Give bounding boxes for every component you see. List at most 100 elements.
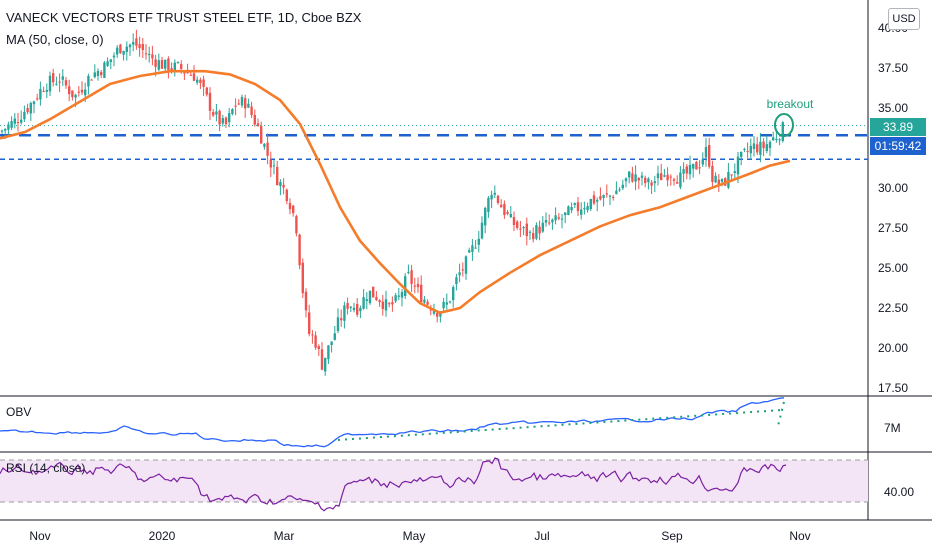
candle-body bbox=[416, 284, 420, 288]
candle-body bbox=[439, 311, 442, 317]
candle-body bbox=[704, 146, 708, 158]
candle-body bbox=[535, 225, 538, 239]
price-tick-label: 30.00 bbox=[878, 181, 908, 195]
candle-body bbox=[106, 61, 109, 66]
candle-body bbox=[464, 256, 468, 274]
candle-body bbox=[205, 87, 208, 95]
candle-body bbox=[736, 156, 740, 175]
symbol-title: VANECK VECTORS ETF TRUST STEEL ETF, 1D, … bbox=[6, 10, 362, 25]
candle-body bbox=[96, 70, 100, 76]
candle-body bbox=[679, 172, 682, 188]
candle-body bbox=[512, 217, 516, 226]
candle-body bbox=[455, 277, 458, 285]
candle-body bbox=[125, 46, 128, 52]
candle-body bbox=[391, 302, 394, 305]
candle-body bbox=[682, 169, 685, 174]
candle-body bbox=[458, 272, 461, 276]
candle-body bbox=[180, 64, 183, 69]
candle-body bbox=[752, 143, 756, 150]
candle-body bbox=[381, 301, 384, 309]
candle-body bbox=[157, 60, 160, 70]
candle-body bbox=[4, 128, 7, 131]
candle-body bbox=[218, 110, 221, 125]
rsi-band bbox=[0, 460, 868, 502]
candle-body bbox=[615, 190, 618, 195]
candle-body bbox=[653, 181, 656, 184]
candle-body bbox=[189, 74, 192, 76]
candle-body bbox=[199, 79, 202, 84]
candle-body bbox=[781, 122, 784, 142]
candle-body bbox=[36, 98, 39, 100]
candle-body bbox=[442, 301, 445, 309]
candle-body bbox=[503, 203, 506, 215]
candle-body bbox=[311, 334, 314, 336]
candle-body bbox=[340, 318, 343, 321]
candle-body bbox=[468, 250, 471, 253]
candle-body bbox=[378, 300, 381, 303]
candle-body bbox=[570, 207, 573, 211]
candle-body bbox=[240, 96, 244, 106]
candle-body bbox=[221, 118, 224, 124]
candle-body bbox=[426, 301, 429, 305]
candle-body bbox=[496, 195, 500, 203]
candle-body bbox=[666, 174, 669, 181]
candle-body bbox=[676, 182, 679, 184]
candle-body bbox=[720, 178, 724, 182]
obv-line bbox=[0, 397, 785, 448]
candle-body bbox=[112, 55, 116, 58]
candle-body bbox=[474, 247, 477, 249]
candle-body bbox=[448, 301, 452, 303]
candle-body bbox=[231, 109, 234, 115]
price-tick-label: 27.50 bbox=[878, 221, 908, 235]
candle-body bbox=[282, 184, 285, 188]
candle-body bbox=[519, 228, 522, 230]
candle-body bbox=[23, 111, 26, 120]
candle-body bbox=[452, 287, 455, 301]
candle-body bbox=[583, 208, 586, 210]
candle-body bbox=[490, 194, 493, 200]
candle-body bbox=[644, 177, 647, 184]
candle-body bbox=[58, 81, 61, 83]
candle-body bbox=[212, 112, 215, 116]
candle-body bbox=[624, 178, 628, 182]
candle-body bbox=[144, 53, 148, 55]
price-tick-label: 22.50 bbox=[878, 301, 908, 315]
candle-body bbox=[711, 165, 714, 183]
rsi-label: RSI (14, close) bbox=[6, 461, 86, 475]
candle-body bbox=[333, 333, 336, 340]
candle-body bbox=[743, 149, 746, 151]
candle-body bbox=[55, 83, 58, 85]
candle-body bbox=[26, 108, 29, 113]
candle-body bbox=[298, 234, 301, 266]
candle-body bbox=[90, 79, 93, 81]
candle-body bbox=[272, 165, 276, 167]
candle-body bbox=[167, 58, 170, 72]
obv-label: OBV bbox=[6, 405, 32, 419]
candle-body bbox=[628, 171, 631, 178]
candle-body bbox=[285, 189, 288, 202]
candle-body bbox=[202, 79, 205, 87]
last-price-badge: 33.89 bbox=[870, 118, 926, 136]
candle-body bbox=[173, 62, 176, 73]
candle-body bbox=[45, 89, 48, 92]
candle-body bbox=[87, 75, 90, 87]
candle-body bbox=[186, 72, 189, 74]
candle-body bbox=[618, 189, 621, 191]
candle-body bbox=[557, 217, 560, 219]
currency-button[interactable]: USD bbox=[888, 8, 920, 30]
candle-body bbox=[317, 346, 320, 349]
candle-body bbox=[346, 303, 349, 309]
candle-body bbox=[432, 310, 436, 314]
candle-body bbox=[576, 202, 580, 212]
candle-body bbox=[250, 106, 253, 116]
candle-body bbox=[84, 89, 87, 96]
candle-body bbox=[567, 206, 570, 216]
candle-body bbox=[61, 76, 64, 80]
candle-body bbox=[660, 173, 663, 181]
candle-body bbox=[208, 92, 212, 111]
candle-body bbox=[16, 122, 20, 124]
candle-body bbox=[269, 159, 272, 168]
candle-body bbox=[288, 203, 292, 210]
